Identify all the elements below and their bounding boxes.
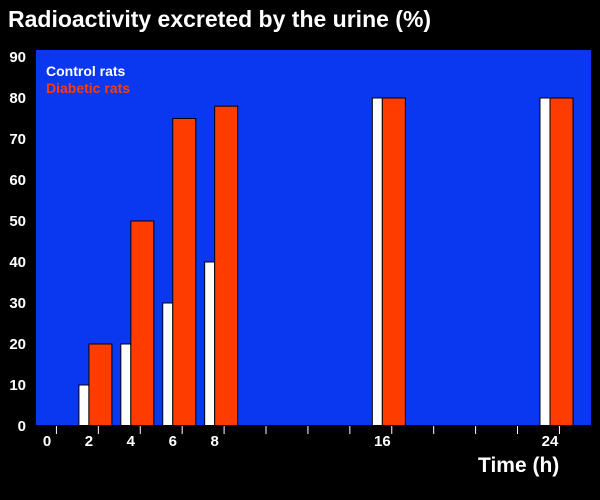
bars-layer <box>78 97 574 427</box>
bar-diabetic-rats <box>130 220 155 427</box>
x-tick-label: 24 <box>542 433 559 450</box>
x-tick-labels: 0 2 4 6 8 16 24 <box>43 426 560 450</box>
y-tick-label: 70 <box>9 131 26 148</box>
y-tick-label: 80 <box>9 90 26 107</box>
bar-diabetic-rats <box>381 97 406 427</box>
plot-area <box>35 50 591 426</box>
bar-diabetic-rats <box>88 343 113 427</box>
bar-control-rats <box>204 261 216 427</box>
bar-control-rats <box>78 384 90 427</box>
x-tick-label: 8 <box>210 433 218 450</box>
y-tick-label: 20 <box>9 336 26 353</box>
y-tick-label: 40 <box>9 254 26 271</box>
bar-diabetic-rats <box>172 118 197 427</box>
chart-title: Radioactivity excreted by the urine (%) <box>8 6 431 32</box>
bar-diabetic-rats <box>549 97 574 427</box>
x-tick-label: 2 <box>85 433 93 450</box>
legend-diabetic-rats: Diabetic rats <box>46 80 130 96</box>
bar-control-rats <box>162 302 174 427</box>
bar-control-rats <box>371 97 383 427</box>
bar-diabetic-rats <box>214 105 239 427</box>
bar-control-rats <box>120 343 132 427</box>
y-tick-label: 0 <box>18 418 26 435</box>
bar-control-rats <box>539 97 551 427</box>
x-tick-label: 16 <box>374 433 391 450</box>
y-tick-label: 50 <box>9 213 26 230</box>
axes-layer <box>34 50 591 427</box>
x-tick-label: 0 <box>43 433 51 450</box>
y-tick-label: 90 <box>9 49 26 66</box>
x-tick-label: 6 <box>169 433 177 450</box>
legend-control-rats: Control rats <box>46 63 126 79</box>
y-tick-label: 60 <box>9 172 26 189</box>
y-tick-label: 30 <box>9 295 26 312</box>
y-tick-label: 10 <box>9 377 26 394</box>
y-tick-labels: 0 10 20 30 40 50 60 70 80 90 <box>9 49 26 435</box>
x-tick-label: 4 <box>127 433 136 450</box>
x-axis-label: Time (h) <box>478 454 559 477</box>
